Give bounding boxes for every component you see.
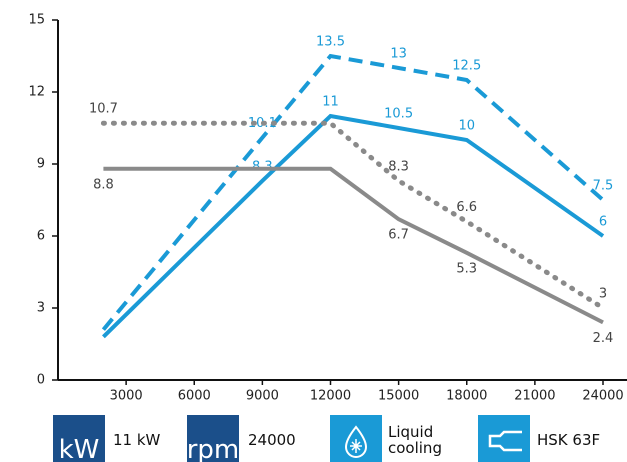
data-label: 7.5: [593, 179, 614, 194]
series-line: [100, 120, 606, 311]
snowflake: [344, 425, 368, 458]
badge-text: HSK 63F: [537, 431, 601, 449]
data-label: 11: [322, 95, 339, 110]
y-tick-label: 3: [37, 301, 45, 316]
data-label: 8.3: [388, 159, 409, 174]
badge-text: 11 kW: [113, 431, 161, 449]
data-label: 6: [599, 215, 607, 230]
x-tick-label: 21000: [514, 389, 555, 404]
y-tick-label: 6: [37, 229, 45, 244]
data-label: 13.5: [316, 35, 345, 50]
data-label: 12.5: [452, 59, 481, 74]
data-label: 2.4: [593, 331, 614, 346]
x-tick-label: 12000: [310, 389, 351, 404]
data-label: 6.6: [456, 200, 477, 215]
badge-text: Liquid cooling: [388, 423, 442, 457]
badge-text: 24000: [248, 431, 296, 449]
y-tick-label: 12: [28, 85, 45, 100]
cooling-icon: [330, 415, 382, 462]
x-tick-label: 24000: [582, 389, 623, 404]
data-label: 5.3: [456, 261, 477, 276]
series-line: [101, 53, 605, 331]
data-label: 10: [458, 119, 475, 134]
x-tick-label: 15000: [378, 389, 419, 404]
data-label: 13: [390, 47, 407, 62]
data-label: 6.7: [388, 228, 409, 243]
data-label: 8.8: [93, 177, 114, 192]
chart: 0 3 6 9 12 15 3000 6000 9000 12000 15000 18000 21000…: [28, 13, 627, 404]
data-label: 10.5: [384, 107, 413, 122]
y-tick-label: 9: [37, 157, 45, 172]
data-label: 10.7: [89, 102, 118, 117]
kw-icon: kW: [53, 415, 105, 462]
x-tick-label: 6000: [178, 389, 211, 404]
data-label: 3: [599, 287, 607, 302]
tool: [488, 430, 522, 452]
x-tick-label: 3000: [110, 389, 143, 404]
series-line: [103, 166, 604, 325]
rpm-icon: rpm: [187, 415, 239, 462]
x-tick-label: 18000: [446, 389, 487, 404]
y-tick-label: 0: [37, 373, 45, 388]
tool-icon: [478, 415, 530, 462]
series-line: [102, 113, 605, 339]
y-tick-label: 15: [28, 13, 45, 28]
x-tick-label: 9000: [246, 389, 279, 404]
